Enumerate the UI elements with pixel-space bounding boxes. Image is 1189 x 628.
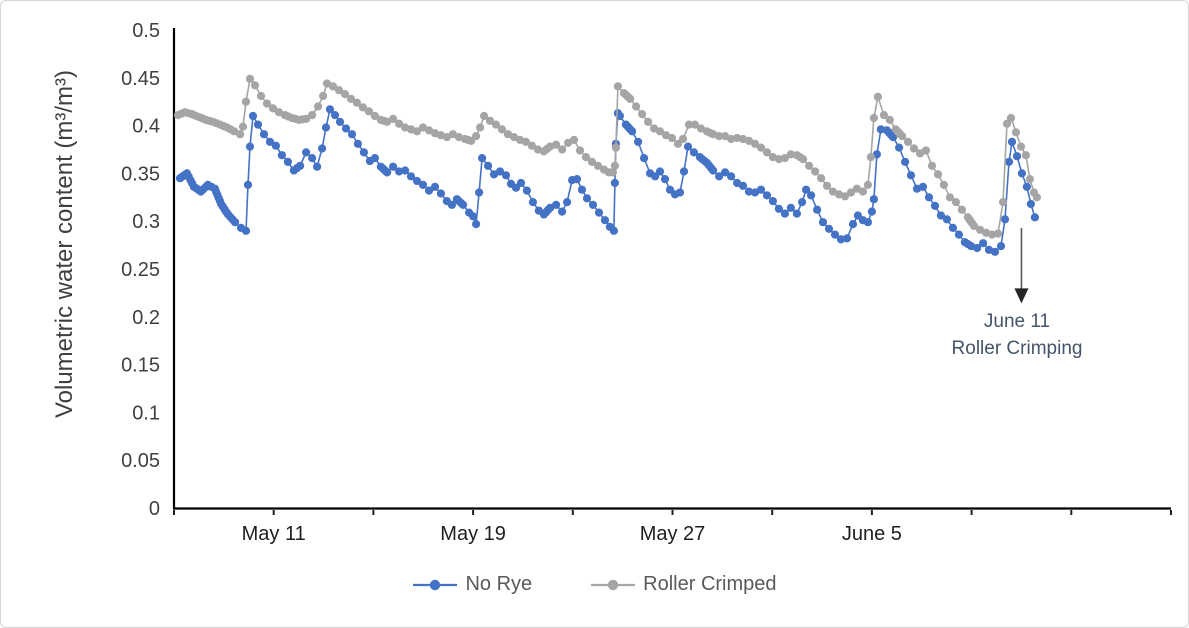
series-no-rye-markers [175,105,1039,256]
annotation-line-1: June 11 [983,311,1051,332]
legend: No Rye Roller Crimped [1,573,1188,596]
legend-label-no-rye: No Rye [465,573,533,595]
y-tick-label: 0.05 [121,450,160,472]
x-tick-label: May 27 [640,523,706,545]
y-tick-label: 0 [149,498,160,520]
legend-item-roller-crimped: Roller Crimped [590,573,777,596]
x-tick-label: June 5 [842,523,902,545]
y-tick-label: 0.3 [132,211,160,233]
y-tick-label: 0.25 [121,259,160,281]
x-tick-label: May 19 [440,523,506,545]
series-roller-crimped-line [177,76,1038,236]
y-axis-title: Volumetric water content (m³/m³) [51,69,78,419]
legend-marker-roller-crimped [591,579,636,590]
y-tick-label: 0.2 [132,307,160,329]
y-tick-label: 0.1 [132,402,160,424]
y-tick-label: 0.15 [121,355,160,377]
legend-item-no-rye: No Rye [412,573,532,596]
annotation-line-2: Roller Crimping [951,338,1083,359]
y-tick-label: 0.35 [121,163,160,185]
y-tick-label: 0.4 [132,116,160,138]
x-tick-label: May 11 [242,523,306,545]
series-no-rye-line [179,107,1036,253]
annotation-june-11: June 11 Roller Crimping [877,308,1157,362]
y-tick-label: 0.45 [121,68,160,90]
legend-marker-no-rye [413,579,458,590]
series-roller-crimped-markers [173,74,1041,239]
annotation-arrowhead [1014,288,1029,304]
legend-label-roller-crimped: Roller Crimped [643,573,777,595]
y-tick-label: 0.5 [132,20,160,42]
